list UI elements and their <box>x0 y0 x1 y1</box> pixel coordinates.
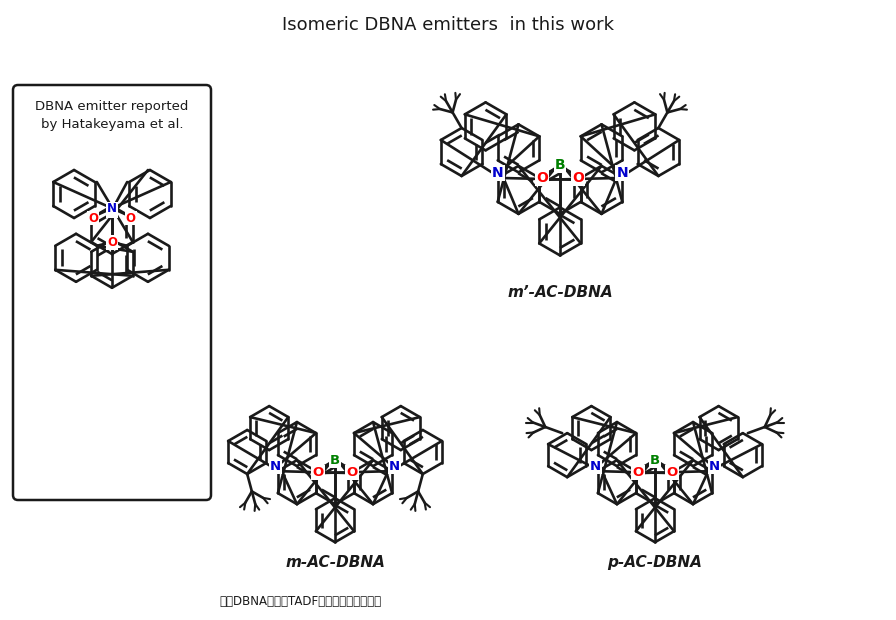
Text: N: N <box>709 459 719 472</box>
FancyBboxPatch shape <box>13 85 211 500</box>
Text: N: N <box>616 166 628 180</box>
Text: p-AC-DBNA: p-AC-DBNA <box>607 555 702 570</box>
Text: N: N <box>107 203 117 216</box>
Text: 基于DBNA框架的TADF发射体化学分子结构: 基于DBNA框架的TADF发射体化学分子结构 <box>219 595 381 608</box>
Text: O: O <box>125 211 136 224</box>
Text: O: O <box>572 171 583 185</box>
Text: B: B <box>650 453 660 466</box>
Text: N: N <box>389 459 400 472</box>
Text: m-AC-DBNA: m-AC-DBNA <box>285 555 385 570</box>
Text: m’-AC-DBNA: m’-AC-DBNA <box>507 285 613 300</box>
Text: B: B <box>555 158 565 172</box>
Text: O: O <box>313 466 323 479</box>
Text: O: O <box>88 211 99 224</box>
Text: O: O <box>537 171 548 185</box>
Text: N: N <box>271 459 281 472</box>
Text: O: O <box>633 466 643 479</box>
Text: Isomeric DBNA emitters  in this work: Isomeric DBNA emitters in this work <box>282 16 614 34</box>
Text: N: N <box>492 166 504 180</box>
Text: N: N <box>590 459 601 472</box>
Text: B: B <box>108 203 116 216</box>
Text: O: O <box>667 466 677 479</box>
Text: DBNA emitter reported
by Hatakeyama et al.: DBNA emitter reported by Hatakeyama et a… <box>35 100 189 131</box>
Text: O: O <box>107 236 117 249</box>
Text: B: B <box>330 453 340 466</box>
Text: O: O <box>347 466 358 479</box>
